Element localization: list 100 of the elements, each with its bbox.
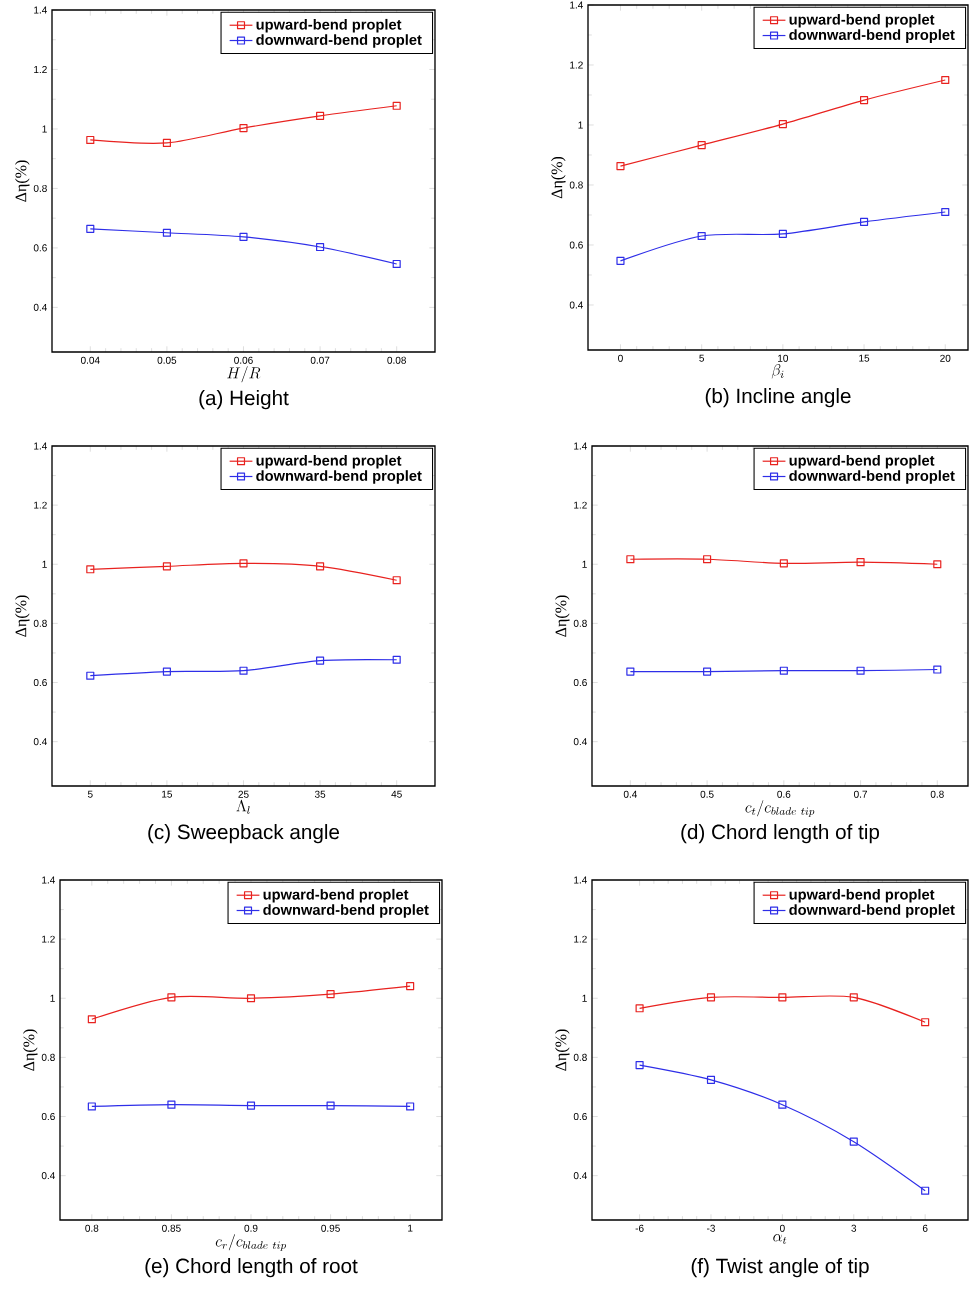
- point: [860, 96, 869, 105]
- point: [87, 1102, 96, 1111]
- point: [779, 559, 788, 568]
- x-tick-label: 0.08: [387, 356, 406, 364]
- y-tick-label: 0.4: [33, 303, 47, 311]
- x-tick-label: 0.5: [700, 790, 714, 798]
- legend-label: downward-bend proplet: [789, 470, 955, 484]
- legend-label: downward-bend proplet: [789, 29, 955, 43]
- y-tick-label: 1.2: [570, 61, 583, 69]
- point: [86, 565, 95, 574]
- point: [703, 667, 712, 676]
- point: [316, 242, 325, 252]
- x-tick-label: 20: [940, 354, 951, 362]
- y-axis-title: Δη(%): [15, 160, 30, 202]
- y-tick-label: 0.8: [33, 184, 47, 192]
- point: [933, 665, 942, 674]
- y-tick-label: 0.4: [33, 738, 47, 746]
- point: [239, 666, 248, 675]
- point: [162, 667, 171, 676]
- point: [616, 162, 625, 171]
- x-tick-label: 0.07: [310, 356, 330, 364]
- point: [239, 232, 248, 241]
- x-tick-label: 5: [699, 354, 705, 362]
- y-tick-label: 1.4: [34, 6, 47, 14]
- point: [921, 1186, 930, 1195]
- point: [635, 1004, 644, 1013]
- x-axis-title: $c_{t}/c_{blade\ tip}$: [745, 800, 815, 817]
- text: (e) Chord length of root: [145, 1258, 358, 1278]
- x-tick-label: 3: [851, 1224, 857, 1232]
- point: [706, 993, 716, 1002]
- x-tick-label: -3: [706, 1224, 715, 1232]
- x-tick-label: 0.8: [85, 1224, 99, 1232]
- y-tick-label: 0.6: [569, 241, 583, 249]
- point: [703, 555, 712, 564]
- point: [167, 1100, 176, 1109]
- point: [941, 75, 950, 85]
- text: (c) Sweepback angle: [148, 824, 340, 844]
- point: [392, 259, 401, 269]
- point: [856, 558, 865, 567]
- point: [316, 656, 325, 665]
- y-tick-label: 1.4: [42, 876, 55, 884]
- y-tick-label: 1.4: [570, 1, 583, 9]
- point: [921, 1018, 930, 1027]
- point: [316, 562, 325, 571]
- y-axis-title: Δη(%): [23, 1029, 38, 1071]
- point: [239, 559, 248, 568]
- y-tick-label: 1.2: [34, 65, 47, 73]
- point: [162, 562, 171, 571]
- y-axis-title: Δη(%): [555, 595, 570, 637]
- point: [167, 993, 176, 1002]
- point: [246, 1101, 256, 1110]
- x-tick-label: 0: [618, 354, 623, 362]
- x-axis-title: $\alpha_{t}$: [773, 1234, 787, 1244]
- point: [635, 1061, 644, 1070]
- y-tick-label: 0.8: [41, 1053, 55, 1061]
- legend-label: upward-bend proplet: [263, 888, 409, 903]
- y-tick-label: 1: [42, 560, 47, 568]
- y-tick-label: 0.6: [573, 1112, 587, 1121]
- point: [697, 141, 706, 150]
- x-tick-label: 0.05: [157, 356, 177, 364]
- x-tick-label: 0.85: [162, 1224, 181, 1232]
- point: [392, 576, 401, 585]
- x-tick-label: 6: [922, 1224, 928, 1232]
- point: [849, 993, 858, 1002]
- x-axis-title: $\Lambda_{l}$: [236, 799, 250, 814]
- x-tick-label: -6: [635, 1224, 644, 1232]
- y-tick-label: 0.6: [573, 678, 587, 687]
- point: [392, 655, 401, 664]
- point: [626, 667, 635, 676]
- x-tick-label: 0.9: [244, 1224, 258, 1232]
- point: [316, 111, 325, 120]
- y-tick-label: 0.4: [573, 1172, 587, 1180]
- legend-label: downward-bend proplet: [256, 470, 422, 484]
- point: [933, 560, 942, 569]
- x-tick-label: 0.04: [80, 356, 100, 364]
- point: [87, 1015, 96, 1024]
- x-tick-label: 25: [238, 790, 249, 798]
- point: [706, 1075, 716, 1084]
- point: [246, 994, 256, 1003]
- point: [849, 1137, 858, 1146]
- y-tick-label: 1.4: [574, 442, 587, 450]
- legend-label: downward-bend proplet: [256, 34, 422, 48]
- x-tick-label: 35: [314, 790, 326, 798]
- y-tick-label: 1: [582, 560, 587, 568]
- y-tick-label: 0.8: [573, 619, 587, 627]
- y-tick-label: 0.4: [573, 738, 587, 746]
- point: [778, 993, 787, 1002]
- point: [778, 229, 787, 238]
- legend-label: upward-bend proplet: [256, 18, 402, 33]
- x-tick-label: 5: [87, 790, 93, 798]
- point: [86, 224, 95, 233]
- y-tick-label: 0.6: [33, 244, 47, 252]
- y-axis-title: Δη(%): [15, 595, 30, 637]
- point: [697, 231, 706, 241]
- y-tick-label: 0.4: [41, 1172, 55, 1180]
- point: [856, 666, 865, 675]
- y-axis-title: Δη(%): [551, 156, 566, 199]
- point: [326, 1101, 335, 1110]
- y-tick-label: 0.6: [33, 678, 47, 687]
- point: [778, 120, 787, 129]
